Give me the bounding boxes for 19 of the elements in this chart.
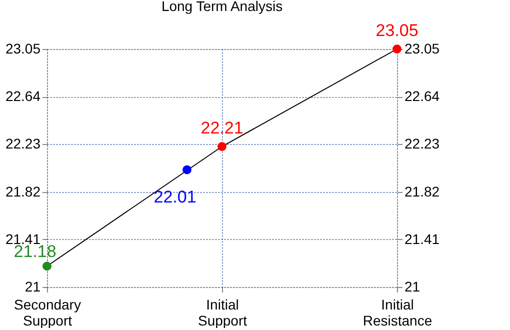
y-tick-label: 21 bbox=[24, 278, 41, 294]
y2-tick-label: 21 bbox=[404, 278, 420, 294]
data-label: 22.01 bbox=[154, 188, 196, 207]
y-tick-label: 22.23 bbox=[5, 136, 41, 152]
data-label: 23.05 bbox=[376, 21, 418, 40]
x-tick-label: Initial Resistance bbox=[362, 296, 432, 328]
y2-tick-label: 21.82 bbox=[404, 183, 440, 200]
y2-tick-label: 22.64 bbox=[404, 88, 440, 104]
point bbox=[392, 44, 402, 54]
y-tick-label: 21.82 bbox=[5, 183, 41, 200]
y-tick-label: 22.64 bbox=[5, 88, 41, 104]
y-tick-label: 23.05 bbox=[5, 40, 41, 56]
point bbox=[42, 262, 52, 271]
point bbox=[218, 142, 226, 151]
chart-title: Long Term Analysis bbox=[161, 0, 283, 14]
y2-tick-label: 22.23 bbox=[404, 136, 440, 152]
y2-tick-label: 23.05 bbox=[404, 40, 440, 56]
data-label: 22.21 bbox=[200, 118, 244, 138]
y2-tick-label: 21.41 bbox=[404, 230, 440, 247]
